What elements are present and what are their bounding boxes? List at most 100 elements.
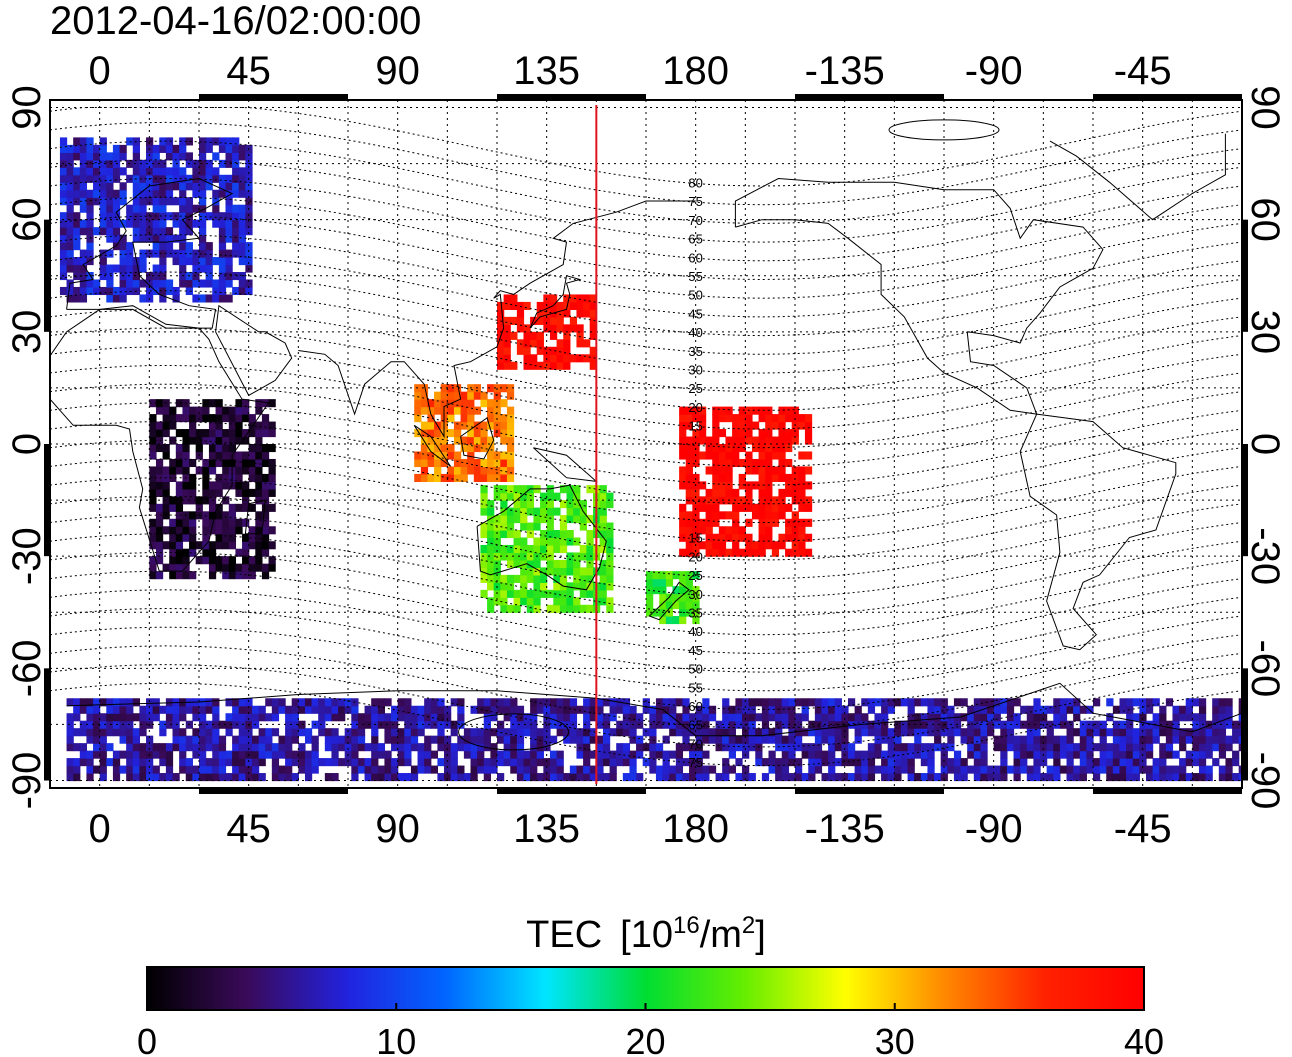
tec-cell (646, 593, 654, 602)
tec-cell (152, 242, 160, 251)
tec-cell (487, 384, 495, 393)
tec-cell (775, 773, 783, 782)
tec-cell (1238, 698, 1242, 707)
tec-cell (781, 705, 789, 714)
tec-cell (745, 548, 753, 557)
tec-cell (980, 735, 988, 744)
tec-cell (599, 582, 607, 591)
tec-cell (742, 773, 750, 782)
tec-cell (175, 458, 184, 468)
tec-cell (526, 492, 535, 501)
tec-cell (146, 272, 154, 281)
tec-cell (1132, 743, 1140, 752)
tec-cell (887, 735, 895, 744)
tec-cell (242, 399, 250, 408)
tec-cell (420, 451, 429, 460)
tec-cell (404, 720, 412, 729)
tec-cell (583, 743, 591, 752)
tec-cell (155, 444, 164, 453)
tec-cell (487, 582, 495, 591)
tec-cell (467, 466, 475, 475)
tec-cell (245, 182, 253, 191)
tec-cell (1093, 773, 1101, 782)
tec-cell (735, 743, 743, 752)
tec-cell (523, 765, 531, 774)
tec-cell (139, 182, 147, 191)
tec-cell (66, 713, 74, 722)
tec-cell (169, 496, 177, 505)
tec-cell (232, 735, 240, 744)
tec-cell (523, 773, 531, 782)
tec-cell (169, 533, 177, 542)
tec-cell (993, 705, 1001, 714)
tec-cell (1046, 705, 1054, 714)
tec-cell (513, 492, 521, 501)
tec-cell (679, 444, 687, 453)
tec-cell (268, 473, 276, 482)
tec-cell (1112, 773, 1121, 782)
tec-cell (602, 758, 611, 767)
tec-cell (304, 705, 313, 714)
lon-tick-bottom: -135 (805, 807, 885, 851)
tec-cell (149, 503, 157, 512)
tec-cell (745, 503, 753, 512)
tec-cell (165, 152, 174, 161)
tec-cell (251, 765, 260, 774)
tec-cell (563, 713, 571, 722)
tec-cell (245, 152, 253, 161)
tec-cell (179, 182, 187, 191)
tec-cell (460, 444, 468, 453)
tec-cell (907, 773, 915, 782)
tec-cell (245, 279, 253, 288)
tec-cell (86, 713, 94, 722)
tec-cell (1059, 698, 1068, 707)
tec-cell (987, 720, 995, 729)
tec-cell (953, 758, 962, 767)
tec-cell (791, 548, 799, 557)
tec-cell (543, 309, 551, 318)
tec-cell (775, 758, 783, 767)
tec-cell (563, 309, 571, 318)
tec-cell (1079, 735, 1087, 744)
tec-cell (526, 522, 535, 531)
tec-cell (202, 526, 210, 535)
tec-cell (149, 563, 157, 572)
tec-cell (569, 324, 578, 333)
tec-cell (427, 399, 435, 408)
tec-cell (152, 750, 160, 759)
tec-cell (679, 414, 687, 423)
tec-cell (447, 473, 455, 482)
tec-cell (212, 705, 220, 714)
tec-cell (861, 728, 869, 737)
tec-cell (175, 488, 184, 497)
tec-cell (814, 698, 823, 707)
tec-cell (778, 473, 786, 482)
tec-cell (698, 406, 707, 415)
tec-cell (785, 526, 793, 535)
tec-cell (987, 705, 995, 714)
tec-cell (483, 765, 491, 774)
tec-cell (159, 743, 167, 752)
tec-cell (93, 227, 101, 236)
tec-cell (493, 473, 501, 482)
tec-cell (758, 451, 766, 460)
tec-cell (881, 758, 889, 767)
tec-cell (357, 728, 366, 737)
tec-cell (1040, 713, 1048, 722)
tec-cell (659, 578, 667, 587)
tec-cell (152, 167, 160, 176)
tec-cell (165, 227, 174, 236)
tec-cell (546, 544, 554, 554)
tec-cell (132, 758, 140, 767)
tec-cell (420, 421, 429, 430)
tec-cell (179, 713, 187, 722)
tec-cell (629, 713, 637, 722)
tec-cell (1152, 773, 1160, 782)
tec-cell (450, 698, 458, 707)
tec-cell (232, 152, 240, 161)
tec-cell (228, 444, 237, 453)
tec-cell (920, 713, 929, 722)
tec-cell (338, 713, 346, 722)
tec-cell (73, 212, 81, 221)
tec-cell (410, 728, 419, 737)
